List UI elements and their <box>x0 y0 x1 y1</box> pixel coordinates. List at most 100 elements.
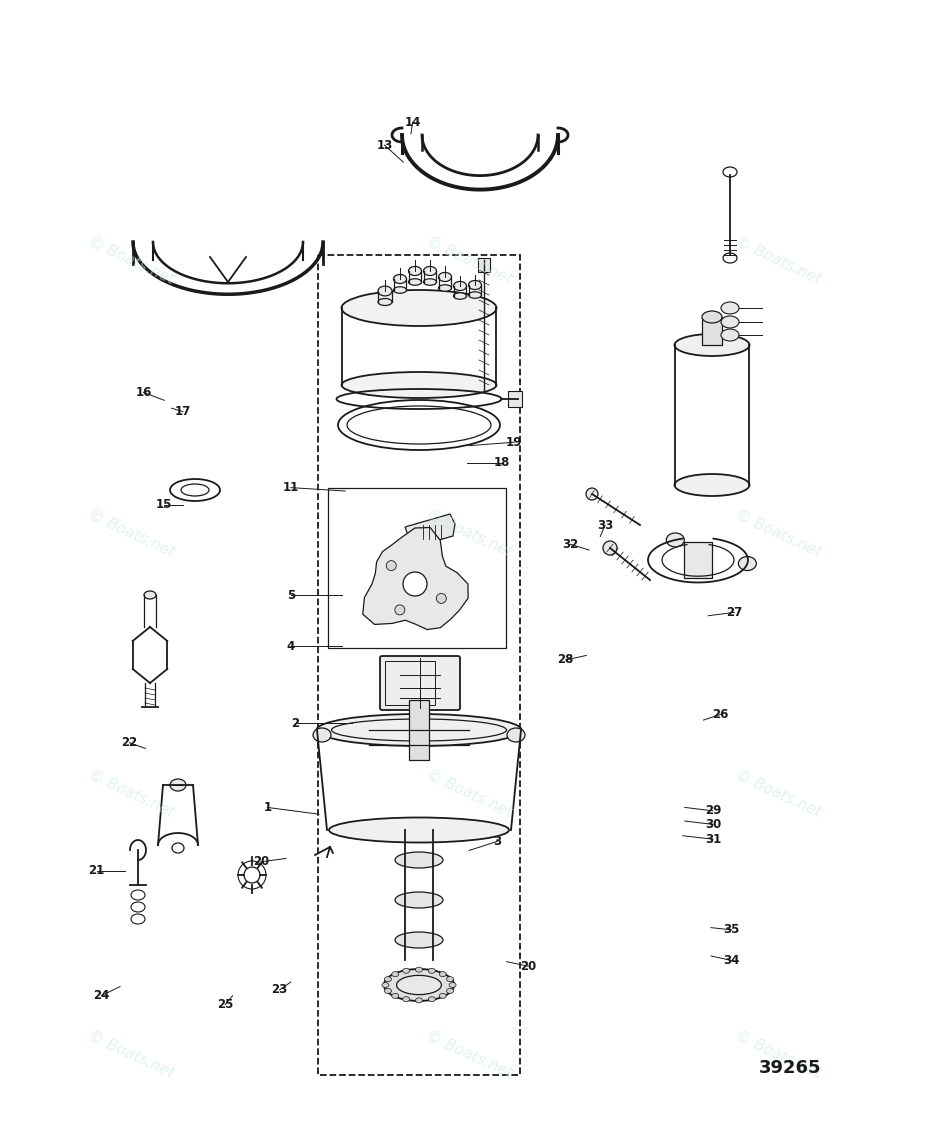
Ellipse shape <box>721 302 739 314</box>
Ellipse shape <box>384 968 454 1001</box>
Ellipse shape <box>170 779 186 792</box>
Text: © Boats.net: © Boats.net <box>734 507 824 559</box>
Text: 11: 11 <box>282 481 299 494</box>
Ellipse shape <box>329 818 509 843</box>
Text: 14: 14 <box>404 116 421 129</box>
Text: 39265: 39265 <box>759 1059 822 1077</box>
Ellipse shape <box>392 972 399 976</box>
Text: 31: 31 <box>704 832 721 846</box>
Ellipse shape <box>341 372 496 398</box>
Bar <box>385 661 435 705</box>
Ellipse shape <box>144 591 156 599</box>
Text: © Boats.net: © Boats.net <box>424 507 514 559</box>
Ellipse shape <box>429 968 435 973</box>
Bar <box>508 391 522 407</box>
Text: 18: 18 <box>493 456 510 469</box>
Ellipse shape <box>416 998 422 1002</box>
Circle shape <box>436 593 446 603</box>
Text: © Boats.net: © Boats.net <box>734 1029 824 1081</box>
Ellipse shape <box>392 993 399 998</box>
Ellipse shape <box>702 311 722 323</box>
Text: 17: 17 <box>174 405 191 418</box>
Text: © Boats.net: © Boats.net <box>424 1029 514 1081</box>
Ellipse shape <box>395 892 443 908</box>
Ellipse shape <box>395 852 443 868</box>
Ellipse shape <box>439 972 446 976</box>
Text: 15: 15 <box>156 498 173 511</box>
Text: 35: 35 <box>723 923 740 937</box>
Text: © Boats.net: © Boats.net <box>424 235 514 287</box>
Ellipse shape <box>402 968 410 973</box>
Ellipse shape <box>438 285 451 291</box>
Ellipse shape <box>423 279 436 286</box>
FancyBboxPatch shape <box>380 655 460 710</box>
Text: © Boats.net: © Boats.net <box>424 768 514 820</box>
Ellipse shape <box>429 997 435 1001</box>
Text: 27: 27 <box>726 606 743 619</box>
Bar <box>318 255 520 1075</box>
Ellipse shape <box>385 989 391 993</box>
Ellipse shape <box>446 976 454 982</box>
Ellipse shape <box>416 967 422 972</box>
Text: 29: 29 <box>704 804 721 818</box>
Ellipse shape <box>453 281 466 290</box>
Ellipse shape <box>721 316 739 328</box>
Ellipse shape <box>453 293 466 299</box>
Ellipse shape <box>449 982 456 988</box>
Ellipse shape <box>674 474 749 496</box>
Text: 30: 30 <box>704 818 721 831</box>
Text: 33: 33 <box>597 518 613 532</box>
Text: 25: 25 <box>217 998 234 1012</box>
Ellipse shape <box>409 279 421 286</box>
Ellipse shape <box>586 488 598 500</box>
Ellipse shape <box>341 290 496 325</box>
Ellipse shape <box>313 728 331 742</box>
Text: 13: 13 <box>376 138 393 152</box>
Text: 3: 3 <box>493 835 501 848</box>
Polygon shape <box>363 527 468 629</box>
Text: © Boats.net: © Boats.net <box>86 507 176 559</box>
Ellipse shape <box>395 932 443 948</box>
Text: © Boats.net: © Boats.net <box>86 1029 176 1081</box>
Text: 20: 20 <box>252 855 269 869</box>
Ellipse shape <box>603 541 617 555</box>
Ellipse shape <box>382 982 389 988</box>
Ellipse shape <box>331 719 507 741</box>
Ellipse shape <box>674 335 749 356</box>
Text: 28: 28 <box>557 653 574 667</box>
Bar <box>328 488 506 648</box>
Ellipse shape <box>438 272 451 281</box>
Ellipse shape <box>409 266 421 276</box>
Bar <box>684 542 712 578</box>
Ellipse shape <box>468 291 481 298</box>
Text: © Boats.net: © Boats.net <box>86 235 176 287</box>
Ellipse shape <box>397 975 442 995</box>
Ellipse shape <box>439 993 446 998</box>
Circle shape <box>395 604 405 615</box>
Text: 5: 5 <box>287 589 295 602</box>
Bar <box>702 318 722 345</box>
Text: 32: 32 <box>562 538 579 551</box>
Text: © Boats.net: © Boats.net <box>86 768 176 820</box>
Text: © Boats.net: © Boats.net <box>734 235 824 287</box>
Ellipse shape <box>402 997 410 1001</box>
Text: 26: 26 <box>712 708 729 721</box>
Text: 19: 19 <box>506 435 522 449</box>
Text: 22: 22 <box>121 736 138 750</box>
Circle shape <box>386 560 396 570</box>
Text: © Boats.net: © Boats.net <box>734 768 824 820</box>
Circle shape <box>403 572 427 596</box>
Text: 2: 2 <box>292 717 299 730</box>
Ellipse shape <box>394 287 406 294</box>
Bar <box>409 700 429 760</box>
Ellipse shape <box>316 714 522 746</box>
Text: 4: 4 <box>287 640 295 653</box>
Text: 1: 1 <box>264 801 271 814</box>
Ellipse shape <box>446 989 454 993</box>
Ellipse shape <box>507 728 525 742</box>
Ellipse shape <box>378 286 392 296</box>
Ellipse shape <box>394 274 406 284</box>
Ellipse shape <box>385 976 391 982</box>
Ellipse shape <box>738 557 756 570</box>
Text: 23: 23 <box>271 983 288 997</box>
